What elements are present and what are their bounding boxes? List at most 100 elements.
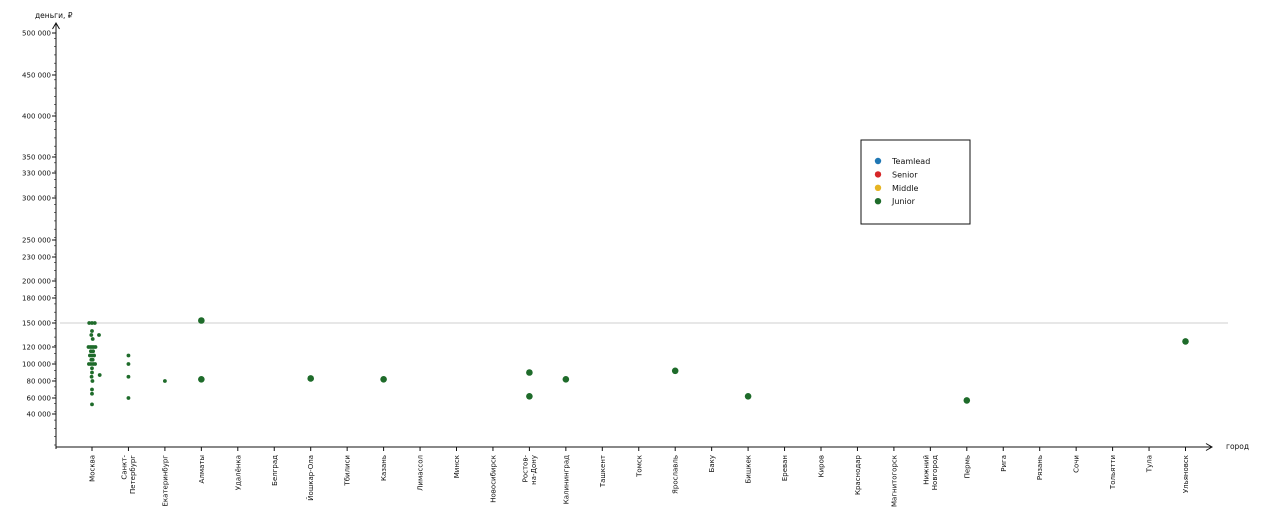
data-point-junior [93, 362, 97, 366]
data-point-junior [90, 329, 94, 333]
data-point-junior [89, 333, 93, 337]
data-point-junior [198, 317, 205, 324]
data-point-junior [745, 393, 752, 400]
x-tick-label: Бишкек [745, 455, 753, 484]
data-point-junior [380, 376, 387, 383]
data-point-junior [90, 388, 94, 392]
x-tick-label: Москва [89, 455, 97, 482]
data-point-junior [93, 321, 97, 325]
x-tick-label: Новгород [931, 455, 939, 490]
x-tick-label: Тула [1146, 455, 1154, 473]
x-tick-label: Рязань [1036, 455, 1044, 480]
x-tick-label: Тольятти [1109, 455, 1117, 490]
data-point-junior [91, 379, 95, 383]
y-ticks: 40 000 60 000 80 000 100 000 120 000 150 000 1… [22, 30, 56, 419]
x-axis-title: город [1226, 442, 1249, 451]
y-tick-label: 200 000 [22, 278, 51, 286]
y-tick-label: 350 000 [22, 154, 51, 162]
data-point-junior [127, 396, 131, 400]
data-point-junior [92, 354, 96, 358]
data-point-junior [90, 371, 94, 375]
y-tick-label: 330 000 [22, 170, 51, 178]
x-tick-label: Минск [453, 455, 461, 478]
data-point-junior [91, 337, 95, 341]
legend-label: Teamlead [891, 157, 930, 166]
x-tick-label: Краснодар [854, 454, 862, 495]
legend-marker [875, 198, 881, 204]
data-point-junior [526, 393, 533, 400]
x-tick-label: Казань [380, 455, 388, 481]
y-axis-title: деньги, ₽ [35, 11, 73, 20]
data-point-junior [90, 403, 94, 407]
legend-marker [875, 171, 881, 177]
y-tick-label: 230 000 [22, 254, 51, 262]
x-tick-label: Нижний [923, 455, 931, 485]
data-point-junior [97, 333, 101, 337]
data-point-junior [307, 375, 314, 382]
x-tick-label: Лимассол [417, 455, 425, 491]
legend-label: Junior [891, 197, 916, 206]
data-point-junior [91, 358, 95, 362]
x-tick-label: Баку [708, 455, 716, 472]
data-point-junior [964, 397, 971, 404]
x-tick-label: Рига [1000, 455, 1008, 472]
y-tick-label: 500 000 [22, 30, 51, 38]
axes: деньги, ₽ город [35, 11, 1249, 451]
y-tick-label: 100 000 [22, 361, 51, 369]
legend-label: Senior [892, 170, 918, 179]
x-tick-label: Магнитогорск [890, 455, 898, 507]
x-tick-label: Белград [271, 455, 279, 486]
x-tick-label: Удалёнка [234, 455, 242, 490]
x-tick-label: Ростов- [522, 455, 530, 483]
data-point-junior [91, 349, 95, 353]
x-tick-label: Киров [818, 455, 826, 477]
x-ticks: Москва Санкт- Петербург Екатеринбург Алматы У… [89, 447, 1191, 507]
data-point-junior [98, 373, 102, 377]
data-point-junior [90, 366, 94, 370]
data-point-junior [1182, 338, 1189, 345]
y-tick-label: 120 000 [22, 344, 51, 352]
data-point-junior [94, 345, 98, 349]
y-tick-label: 400 000 [22, 113, 51, 121]
legend-marker [875, 158, 881, 164]
data-point-junior [563, 376, 570, 383]
x-tick-label: Сочи [1073, 455, 1081, 473]
x-tick-label: Петербург [129, 455, 137, 494]
y-tick-label: 250 000 [22, 237, 51, 245]
y-tick-label: 40 000 [27, 411, 52, 419]
y-tick-label: 80 000 [27, 378, 52, 386]
x-tick-label: на-Дону [530, 455, 538, 485]
x-tick-label: Алматы [198, 455, 206, 483]
legend: Teamlead Senior Middle Junior [861, 140, 970, 224]
x-tick-label: Новосибирск [489, 455, 497, 503]
data-point-junior [526, 369, 533, 376]
x-tick-label: Томск [635, 455, 643, 478]
x-tick-label: Йошкар-Ола [306, 455, 315, 501]
y-tick-label: 150 000 [22, 320, 51, 328]
data-point-junior [163, 379, 167, 383]
data-point-junior [90, 375, 94, 379]
x-tick-label: Тбилиси [344, 455, 352, 487]
x-tick-label: Пермь [963, 455, 971, 478]
data-point-junior [127, 375, 131, 379]
data-point-junior [127, 362, 131, 366]
x-tick-label: Ереван [781, 455, 789, 481]
legend-marker [875, 185, 881, 191]
legend-box [861, 140, 970, 224]
legend-label: Middle [892, 184, 919, 193]
y-tick-label: 450 000 [22, 72, 51, 80]
data-point-junior [127, 354, 131, 358]
x-tick-label: Санкт- [121, 455, 129, 480]
data-points [87, 317, 1189, 406]
x-tick-label: Ульяновск [1182, 455, 1190, 493]
y-tick-label: 180 000 [22, 295, 51, 303]
data-point-junior [198, 376, 205, 383]
data-point-junior [672, 368, 679, 375]
y-tick-label: 300 000 [22, 195, 51, 203]
x-tick-label: Калининград [562, 455, 570, 504]
x-tick-label: Ярославль [672, 455, 680, 494]
x-tick-label: Ташкент [599, 455, 607, 488]
y-tick-label: 60 000 [27, 395, 52, 403]
x-tick-label: Екатеринбург [161, 455, 169, 507]
